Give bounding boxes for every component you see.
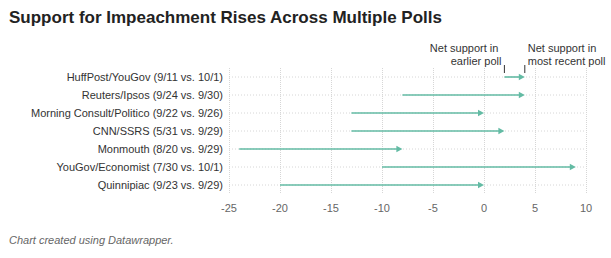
svg-text:Morning Consult/Politico (9/22: Morning Consult/Politico (9/22 vs. 9/26) (31, 107, 223, 119)
svg-text:Reuters/Ipsos (9/24 vs. 9/30): Reuters/Ipsos (9/24 vs. 9/30) (82, 89, 223, 101)
svg-text:0: 0 (481, 202, 487, 214)
svg-text:-20: -20 (272, 202, 288, 214)
svg-text:Chart created using Datawrappe: Chart created using Datawrapper. (9, 234, 174, 246)
svg-text:-15: -15 (323, 202, 339, 214)
svg-text:-25: -25 (221, 202, 237, 214)
svg-text:Net support in: Net support in (528, 42, 600, 54)
svg-text:YouGov/Economist (7/30 vs. 10/: YouGov/Economist (7/30 vs. 10/1) (56, 161, 223, 173)
svg-text:most recent poll: most recent poll (528, 55, 606, 67)
svg-text:Monmouth (8/20 vs. 9/29): Monmouth (8/20 vs. 9/29) (98, 143, 223, 155)
svg-text:5: 5 (532, 202, 538, 214)
svg-text:CNN/SSRS (5/31 vs. 9/29): CNN/SSRS (5/31 vs. 9/29) (93, 125, 223, 137)
svg-text:Quinnipiac (9/23 vs. 9/29): Quinnipiac (9/23 vs. 9/29) (98, 179, 223, 191)
svg-text:10: 10 (580, 202, 592, 214)
svg-text:-5: -5 (428, 202, 438, 214)
svg-text:Support for Impeachment Rises: Support for Impeachment Rises Across Mul… (9, 8, 442, 27)
svg-text:HuffPost/YouGov (9/11 vs. 10/1: HuffPost/YouGov (9/11 vs. 10/1) (67, 71, 223, 83)
svg-text:earlier poll: earlier poll (451, 55, 502, 67)
svg-text:-10: -10 (374, 202, 390, 214)
svg-text:Net support in: Net support in (430, 42, 502, 54)
